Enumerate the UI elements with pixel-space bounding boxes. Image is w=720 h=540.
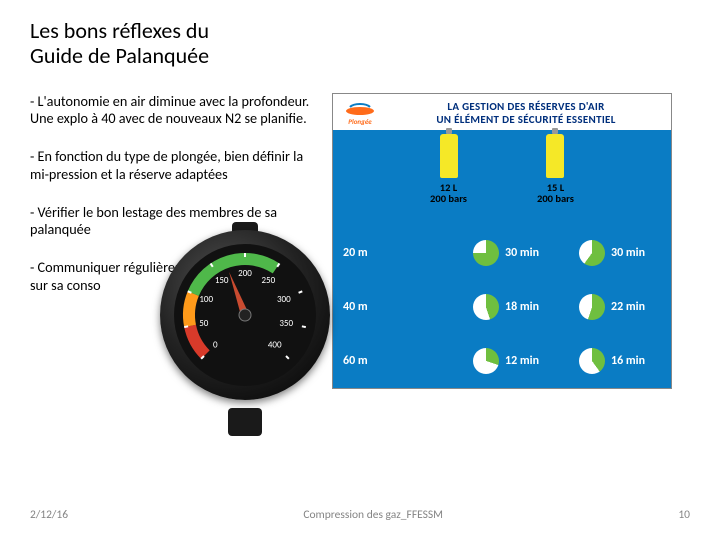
slide-footer: 2/12/16 Compression des gaz_FFESSM 10 [30, 508, 690, 522]
tanks-row: 12 L 200 bars 15 L 200 bars [333, 130, 671, 205]
slide-title: Les bons réflexes du Guide de Palanquée [30, 18, 690, 69]
duration-12l: 18 min [473, 294, 573, 320]
footer-date: 2/12/16 [30, 508, 68, 522]
tank-12-pressure: 200 bars [430, 192, 467, 205]
pie-icon [579, 294, 605, 320]
tank-12l: 12 L 200 bars [430, 134, 467, 205]
duration-label: 18 min [505, 300, 539, 314]
depth-rows: 20 m30 min30 min40 m18 min22 min60 m12 m… [333, 226, 671, 388]
depth-row: 20 m30 min30 min [333, 226, 671, 280]
info-header-line-1: LA GESTION DES RÉSERVES D'AIR [387, 100, 665, 113]
svg-text:300: 300 [277, 294, 291, 305]
info-header-line-2: UN ÉLÉMENT DE SÉCURITÉ ESSENTIEL [387, 113, 665, 126]
svg-text:200: 200 [238, 268, 252, 279]
pie-icon [473, 294, 499, 320]
svg-text:350: 350 [279, 318, 293, 329]
duration-15l: 22 min [579, 294, 645, 320]
pie-icon [473, 348, 499, 374]
air-reserve-infographic: Plongée LA GESTION DES RÉSERVES D'AIR UN… [332, 93, 672, 389]
svg-text:250: 250 [261, 275, 275, 286]
depth-row: 60 m12 min16 min [333, 334, 671, 388]
duration-label: 12 min [505, 354, 539, 368]
duration-12l: 12 min [473, 348, 573, 374]
duration-15l: 30 min [579, 240, 645, 266]
title-line-2: Guide de Palanquée [30, 42, 209, 69]
info-header: Plongée LA GESTION DES RÉSERVES D'AIR UN… [333, 94, 671, 130]
pie-icon [579, 348, 605, 374]
pressure-gauge: 0 50 100150 200 250300 350 400 [160, 230, 350, 420]
tank-15l: 15 L 200 bars [537, 134, 574, 205]
gauge-face-svg: 0 50 100150 200 250300 350 400 [174, 244, 316, 386]
plongee-logo-icon: Plongée [339, 98, 381, 128]
svg-text:50: 50 [199, 318, 209, 329]
pie-icon [473, 240, 499, 266]
duration-label: 30 min [611, 246, 645, 260]
svg-text:100: 100 [199, 294, 213, 305]
svg-text:0: 0 [213, 340, 218, 351]
water-panel: 12 L 200 bars 15 L 200 bars 20 m [333, 130, 671, 388]
tank-15-pressure: 200 bars [537, 192, 574, 205]
content-row: - L'autonomie en air diminue avec la pro… [30, 93, 690, 389]
duration-label: 30 min [505, 246, 539, 260]
pie-icon [579, 240, 605, 266]
bullet-1: - L'autonomie en air diminue avec la pro… [30, 93, 320, 129]
duration-label: 22 min [611, 300, 645, 314]
tank-icon [440, 134, 458, 178]
tank-icon [546, 134, 564, 178]
footer-center: Compression des gaz_FFESSM [303, 508, 443, 522]
duration-12l: 30 min [473, 240, 573, 266]
title-line-1: Les bons réflexes du [30, 17, 209, 44]
bullet-2: - En fonction du type de plongée, bien d… [30, 148, 320, 184]
duration-label: 16 min [611, 354, 645, 368]
depth-row: 40 m18 min22 min [333, 280, 671, 334]
gauge-hose-icon [228, 408, 262, 436]
svg-text:150: 150 [215, 275, 229, 286]
duration-15l: 16 min [579, 348, 645, 374]
svg-text:400: 400 [268, 340, 282, 351]
footer-page: 10 [678, 508, 690, 522]
info-column: Plongée LA GESTION DES RÉSERVES D'AIR UN… [332, 93, 690, 389]
